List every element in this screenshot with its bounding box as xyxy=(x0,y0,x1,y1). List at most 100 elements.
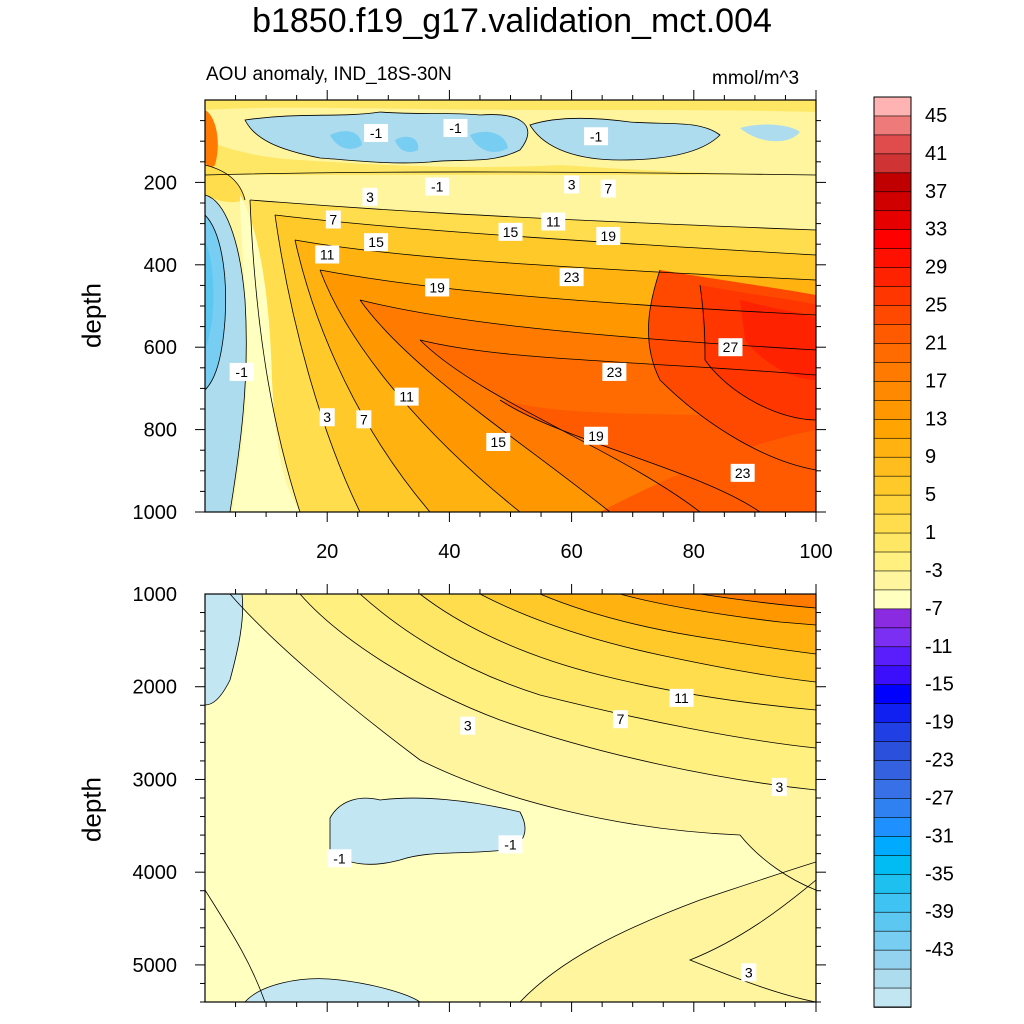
svg-text:3: 3 xyxy=(366,189,374,205)
contour-label: -1 xyxy=(327,849,352,868)
colorbar-swatch xyxy=(873,627,912,648)
svg-text:11: 11 xyxy=(399,389,414,405)
svg-text:27: 27 xyxy=(723,339,739,355)
contour-label: 7 xyxy=(356,410,372,429)
svg-text:-1: -1 xyxy=(235,364,248,380)
contour-label: 11 xyxy=(394,387,419,406)
colorbar-swatch xyxy=(873,400,912,421)
lower-y-tick-label: 4000 xyxy=(133,862,178,884)
colorbar-swatch xyxy=(873,798,912,819)
colorbar-swatch xyxy=(873,551,912,572)
contour-label: -1 xyxy=(498,835,523,854)
lower-panel-frame xyxy=(195,584,826,1012)
colorbar-swatch xyxy=(873,362,912,383)
contour-label: -1 xyxy=(584,127,609,146)
contour-label: -1 xyxy=(229,362,254,381)
svg-text:19: 19 xyxy=(429,279,445,295)
svg-text:23: 23 xyxy=(735,465,751,481)
colorbar-swatch xyxy=(873,968,912,989)
colorbar-label: -27 xyxy=(925,787,954,809)
upper-y-tick-label: 800 xyxy=(144,420,177,442)
colorbar-label: 5 xyxy=(925,484,936,506)
colorbar-labels: 45 41 37 33 29 25 21 17 13 9 5 1 -3 -7 -11 -15 -19 -23 -27… xyxy=(925,105,954,961)
colorbar-swatch xyxy=(873,96,912,117)
contour-label: 3 xyxy=(319,408,335,427)
colorbar-swatch xyxy=(873,115,912,136)
colorbar-swatch xyxy=(873,210,912,231)
colorbar-label: 13 xyxy=(925,408,947,430)
contour-label: 11 xyxy=(541,212,566,231)
colorbar-label: 21 xyxy=(925,332,947,354)
colorbar-label: 33 xyxy=(925,219,947,241)
lower-panel-fill xyxy=(205,594,816,1002)
contour-label: 11 xyxy=(315,245,340,264)
colorbar-label: -39 xyxy=(925,901,954,923)
upper-y-tick-labels: 200 400 600 800 1000 xyxy=(133,172,178,524)
contour-label: 7 xyxy=(325,210,341,229)
colorbar-swatch xyxy=(873,608,912,629)
contour-label: 19 xyxy=(596,226,621,245)
lower-y-tick-label: 1000 xyxy=(133,584,178,606)
colorbar-label: 29 xyxy=(925,257,947,279)
colorbar-label: 25 xyxy=(925,295,947,317)
svg-text:-1: -1 xyxy=(449,120,462,136)
colorbar-swatch xyxy=(873,949,912,970)
upper-x-tick-label: 20 xyxy=(316,541,338,563)
svg-text:-1: -1 xyxy=(590,128,603,144)
svg-text:7: 7 xyxy=(604,181,612,197)
colorbar-swatch xyxy=(873,437,912,459)
upper-x-tick-label: 40 xyxy=(438,541,460,563)
colorbar-swatch xyxy=(873,665,912,686)
contour-label: 15 xyxy=(364,233,389,252)
contour-label: 19 xyxy=(584,426,609,445)
contour-label: 3 xyxy=(741,963,757,982)
units-label: mmol/m^3 xyxy=(712,68,800,89)
colorbar-swatch xyxy=(873,836,912,857)
colorbar-label: -3 xyxy=(925,560,943,582)
colorbar-swatch xyxy=(873,343,912,364)
colorbar-swatch xyxy=(873,229,912,250)
colorbar-swatch xyxy=(873,286,912,307)
colorbar-label: -31 xyxy=(925,825,954,847)
colorbar-swatch xyxy=(873,381,912,402)
contour-label: 3 xyxy=(564,175,580,194)
colorbar-swatch xyxy=(873,987,912,1008)
contour-label: -1 xyxy=(443,119,468,138)
colorbar-swatch xyxy=(873,456,912,477)
colorbar-swatch xyxy=(873,153,912,174)
svg-text:23: 23 xyxy=(607,364,623,380)
colorbar-label: -11 xyxy=(925,636,952,658)
colorbar-swatch xyxy=(873,494,912,515)
colorbar xyxy=(873,96,912,1008)
contour-label: 7 xyxy=(612,710,628,729)
lower-y-tick-label: 2000 xyxy=(133,677,178,699)
colorbar-swatch xyxy=(873,703,912,724)
colorbar-swatch xyxy=(873,475,912,496)
svg-text:15: 15 xyxy=(503,224,519,240)
lower-contour-labels: 11 7 3 3 -1 -1 3 xyxy=(327,688,787,982)
svg-text:3: 3 xyxy=(323,409,331,425)
colorbar-swatch xyxy=(873,570,912,591)
colorbar-swatch xyxy=(873,418,912,440)
svg-text:19: 19 xyxy=(588,428,604,444)
svg-text:3: 3 xyxy=(745,964,753,980)
upper-x-tick-label: 80 xyxy=(683,541,705,563)
colorbar-swatch xyxy=(873,892,912,914)
svg-text:7: 7 xyxy=(360,411,368,427)
colorbar-swatch xyxy=(873,305,912,326)
upper-contour-labels: -1 -1 -1 -1 3 7 3 7 15 11 15 11 19 19 23 27 -1 23 11 3 7 15 19… xyxy=(229,119,755,482)
contour-label: 11 xyxy=(669,688,694,707)
svg-text:-1: -1 xyxy=(333,850,346,866)
chart-subtitle: AOU anomaly, IND_18S-30N xyxy=(206,64,452,85)
colorbar-swatch xyxy=(873,589,912,610)
contour-label: 23 xyxy=(602,362,627,381)
colorbar-swatch xyxy=(873,911,912,932)
colorbar-label: -23 xyxy=(925,750,954,772)
upper-x-tick-label: 60 xyxy=(560,541,582,563)
svg-text:-1: -1 xyxy=(504,836,517,852)
colorbar-label: -35 xyxy=(925,863,954,885)
colorbar-swatch xyxy=(873,817,912,838)
colorbar-swatch xyxy=(873,873,912,895)
colorbar-label: 9 xyxy=(925,446,936,468)
colorbar-swatch xyxy=(873,267,912,288)
